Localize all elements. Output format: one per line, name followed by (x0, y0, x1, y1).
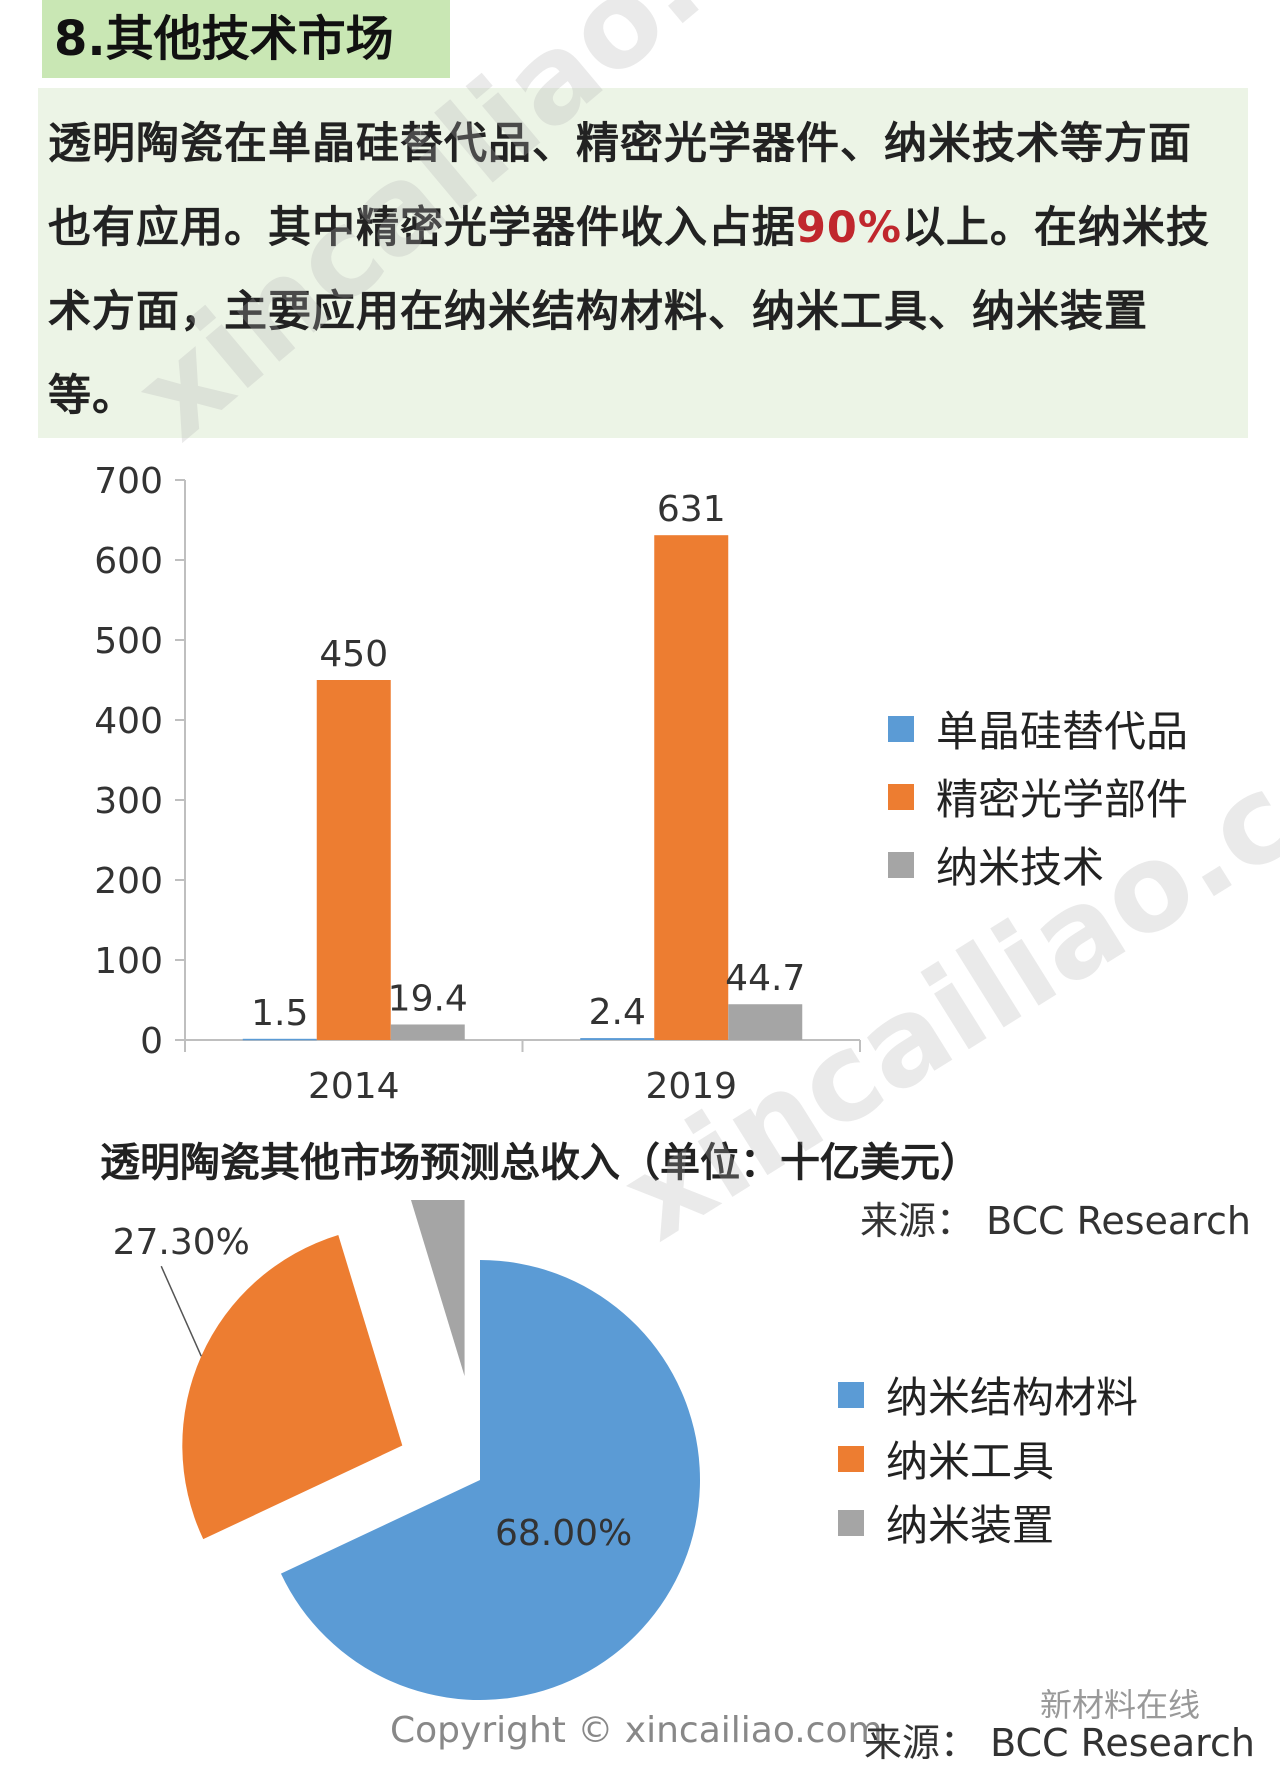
copyright-text: Copyright © xincailiao.com (390, 1710, 883, 1751)
legend-swatch (888, 851, 914, 878)
bar-data-label: 2.4 (589, 992, 646, 1033)
section-title: 8.其他技术市场 (42, 0, 450, 78)
pie-slice (410, 1200, 465, 1377)
pie-legend-item: 纳米结构材料 (838, 1364, 1138, 1425)
y-tick-label: 300 (94, 781, 163, 822)
legend-label: 单晶硅替代品 (936, 707, 1189, 756)
pie-slice (182, 1235, 403, 1540)
y-tick-label: 200 (94, 861, 163, 902)
bar-data-label: 631 (657, 489, 726, 530)
bar (654, 535, 729, 1040)
legend-swatch (838, 1381, 864, 1408)
bar-chart: 700 600 500 400 300 200 100 0 2014 2019 1.5 450 19… (94, 461, 861, 1107)
pie-chart: 68.00% 27.30% (113, 1200, 701, 1700)
legend-swatch (888, 715, 914, 742)
bar-chart-bars (242, 535, 803, 1041)
y-tick-label: 0 (140, 1021, 163, 1062)
pie-legend-item: 纳米工具 (838, 1428, 1054, 1489)
bar-legend-item: 单晶硅替代品 (888, 698, 1188, 759)
bar (390, 1024, 465, 1040)
legend-swatch (888, 783, 914, 810)
bar-chart-source: 来源： BCC Research (860, 1199, 1251, 1243)
pie-data-label: 68.00% (495, 1513, 632, 1554)
bar (580, 1038, 655, 1040)
bar-chart-data-labels: 1.5 450 19.4 2.4 631 44.7 (251, 489, 805, 1034)
pie-leader-line (160, 1265, 202, 1357)
x-tick-label: 2014 (308, 1066, 400, 1107)
bar-data-label: 1.5 (251, 993, 308, 1034)
pie-chart-source: 来源： BCC Research (864, 1721, 1255, 1765)
pie-legend-item: 纳米装置 (838, 1492, 1054, 1553)
bar-data-label: 450 (319, 634, 388, 675)
bar-legend-item: 纳米技术 (888, 834, 1104, 895)
intro-paragraph: 透明陶瓷在单晶硅替代品、精密光学器件、纳米技术等方面也有应用。其中精密光学器件收… (38, 88, 1248, 438)
y-tick-label: 600 (94, 541, 163, 582)
legend-label: 纳米技术 (936, 843, 1105, 892)
bar-chart-title: 透明陶瓷其他市场预测总收入（单位：十亿美元） (100, 1140, 980, 1186)
legend-label: 精密光学部件 (936, 775, 1189, 824)
bar (728, 1004, 803, 1040)
legend-swatch (838, 1509, 864, 1536)
pie-data-label: 27.30% (113, 1222, 250, 1263)
intro-text-before: 透明陶瓷在单晶硅替代品、精密光学器件、纳米技术等方面也有应用。其中精密光学器件收… (48, 119, 1192, 253)
wechat-badge: 新材料在线 (1040, 1686, 1201, 1724)
bar (316, 680, 391, 1040)
bar-chart-y-axis: 700 600 500 400 300 200 100 0 (94, 461, 186, 1062)
bar (242, 1038, 317, 1041)
bar-data-label: 44.7 (725, 958, 805, 999)
legend-label: 纳米装置 (886, 1501, 1055, 1550)
y-tick-label: 400 (94, 701, 163, 742)
x-tick-label: 2019 (645, 1066, 737, 1107)
intro-highlight: 90% (796, 203, 902, 253)
pie-chart-slices (182, 1200, 701, 1700)
bar-legend-item: 精密光学部件 (888, 766, 1188, 827)
legend-swatch (838, 1445, 864, 1472)
pie-slice (280, 1260, 701, 1700)
bar-chart-x-axis: 2014 2019 (184, 1039, 861, 1107)
intro-text-after: 以上。在纳米技术方面，主要应用在纳米结构材料、纳米工具、纳米装置等。 (48, 203, 1210, 421)
y-tick-label: 500 (94, 621, 163, 662)
bar-data-label: 19.4 (388, 978, 468, 1019)
y-tick-label: 100 (94, 941, 163, 982)
legend-label: 纳米结构材料 (886, 1373, 1139, 1422)
pie-chart-data-labels: 68.00% 27.30% (113, 1222, 633, 1554)
legend-label: 纳米工具 (886, 1437, 1055, 1486)
y-tick-label: 700 (94, 461, 163, 502)
